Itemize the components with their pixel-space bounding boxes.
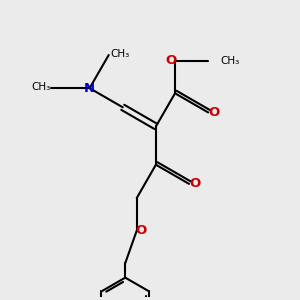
Text: O: O (165, 54, 176, 67)
Text: CH₃: CH₃ (221, 56, 240, 66)
Text: O: O (208, 106, 220, 119)
Text: CH₃: CH₃ (110, 49, 130, 58)
Text: N: N (84, 82, 95, 95)
Text: O: O (136, 224, 147, 237)
Text: CH₃: CH₃ (32, 82, 51, 92)
Text: O: O (189, 177, 201, 190)
